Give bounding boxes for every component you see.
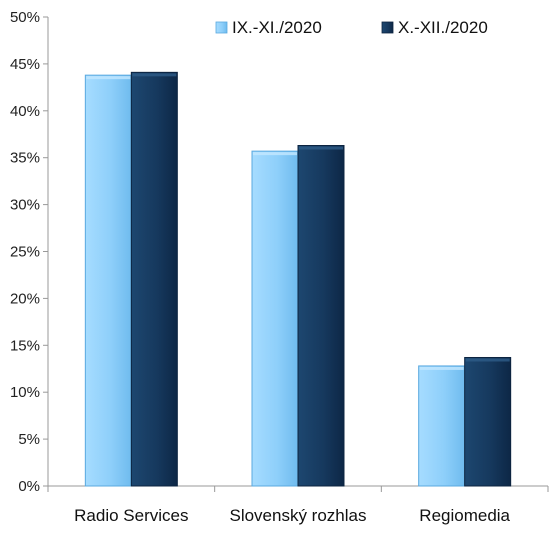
y-tick-label: 5% [18,431,40,448]
bar-highlight [465,358,510,362]
y-axis: 0% 5% 10% 15% 20% 25% 30% 35% 40% 45% 50% [10,9,49,495]
bars [84,71,512,487]
bar-ix-xi-2020-0 [84,74,132,487]
legend-label: X.-XII./2020 [398,18,488,37]
y-tick-label: 15% [10,337,40,354]
legend: IX.-XI./2020 X.-XII./2020 [215,18,488,37]
bar-highlight [132,73,177,77]
category-label: Regiomedia [419,506,510,525]
bar-x-xii-2020-1 [297,145,345,487]
y-tick-label: 30% [10,197,40,214]
y-tick-label: 50% [10,9,40,26]
y-tick-label: 25% [10,244,40,261]
bar-x-xii-2020-2 [464,356,512,487]
y-tick-label: 0% [18,478,40,495]
y-tick-label: 10% [10,384,40,401]
bar-ix-xi-2020-1 [251,150,299,487]
y-tick-label: 20% [10,290,40,307]
bar-highlight [299,146,343,150]
category-labels: Radio Services Slovenský rozhlas Regiomedi… [74,506,510,525]
bar-highlight [419,366,464,370]
x-axis [47,485,549,492]
category-label: Slovenský rozhlas [229,506,366,525]
bar-x-xii-2020-0 [130,71,178,487]
y-tick-label: 45% [10,56,40,73]
legend-label: IX.-XI./2020 [232,18,322,37]
y-tick-label: 40% [10,103,40,120]
category-label: Radio Services [74,506,188,525]
y-tick-label: 35% [10,150,40,167]
legend-swatch [381,21,394,34]
bar-highlight [253,152,297,156]
legend-swatch [215,21,228,34]
bar-highlight [86,76,131,80]
bar-ix-xi-2020-2 [418,365,466,487]
